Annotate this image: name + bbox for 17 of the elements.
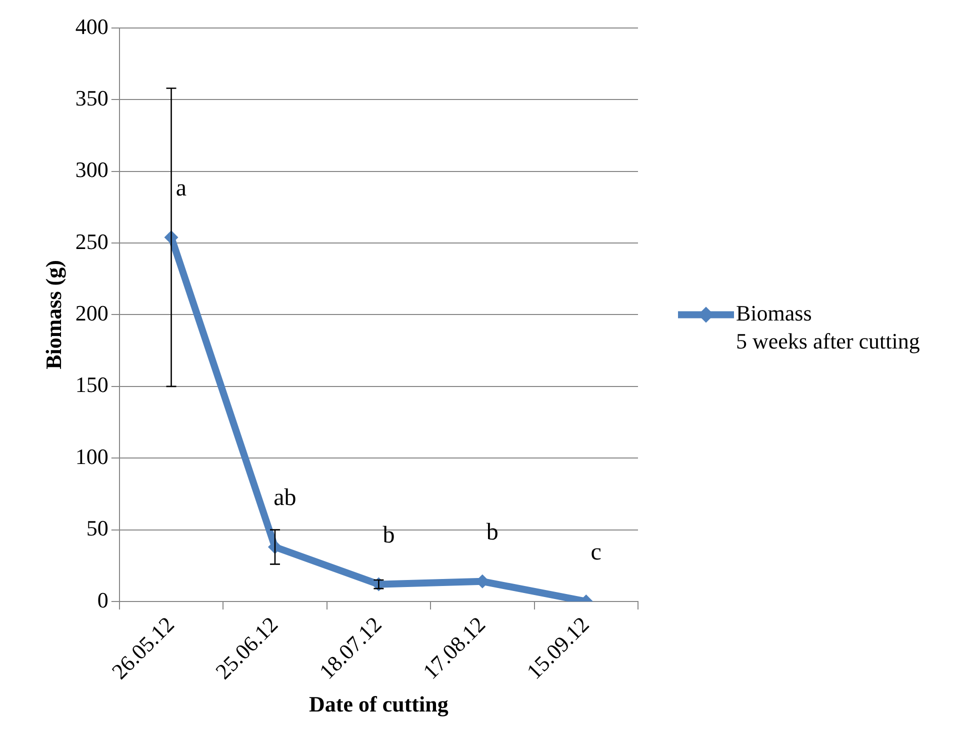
annotation: c <box>590 539 602 566</box>
y-tick-label: 100 <box>75 444 108 469</box>
y-axis-title: Biomass (g) <box>40 260 66 370</box>
y-tick-label: 200 <box>75 300 108 326</box>
y-tick-label: 250 <box>75 228 108 254</box>
x-axis-title: Date of cutting <box>309 691 448 716</box>
annotation: ab <box>274 485 296 512</box>
annotation: a <box>176 175 187 202</box>
y-tick-label: 400 <box>75 14 108 39</box>
annotation: b <box>486 519 498 546</box>
y-tick-label: 50 <box>86 516 108 541</box>
y-tick-label: 300 <box>75 157 108 182</box>
y-tick-label: 150 <box>75 372 108 398</box>
y-tick-label: 350 <box>75 85 108 110</box>
legend-label: Biomass 5 weeks after cutting <box>736 300 920 354</box>
annotation: b <box>382 522 395 548</box>
y-tick-label: 0 <box>97 587 108 612</box>
